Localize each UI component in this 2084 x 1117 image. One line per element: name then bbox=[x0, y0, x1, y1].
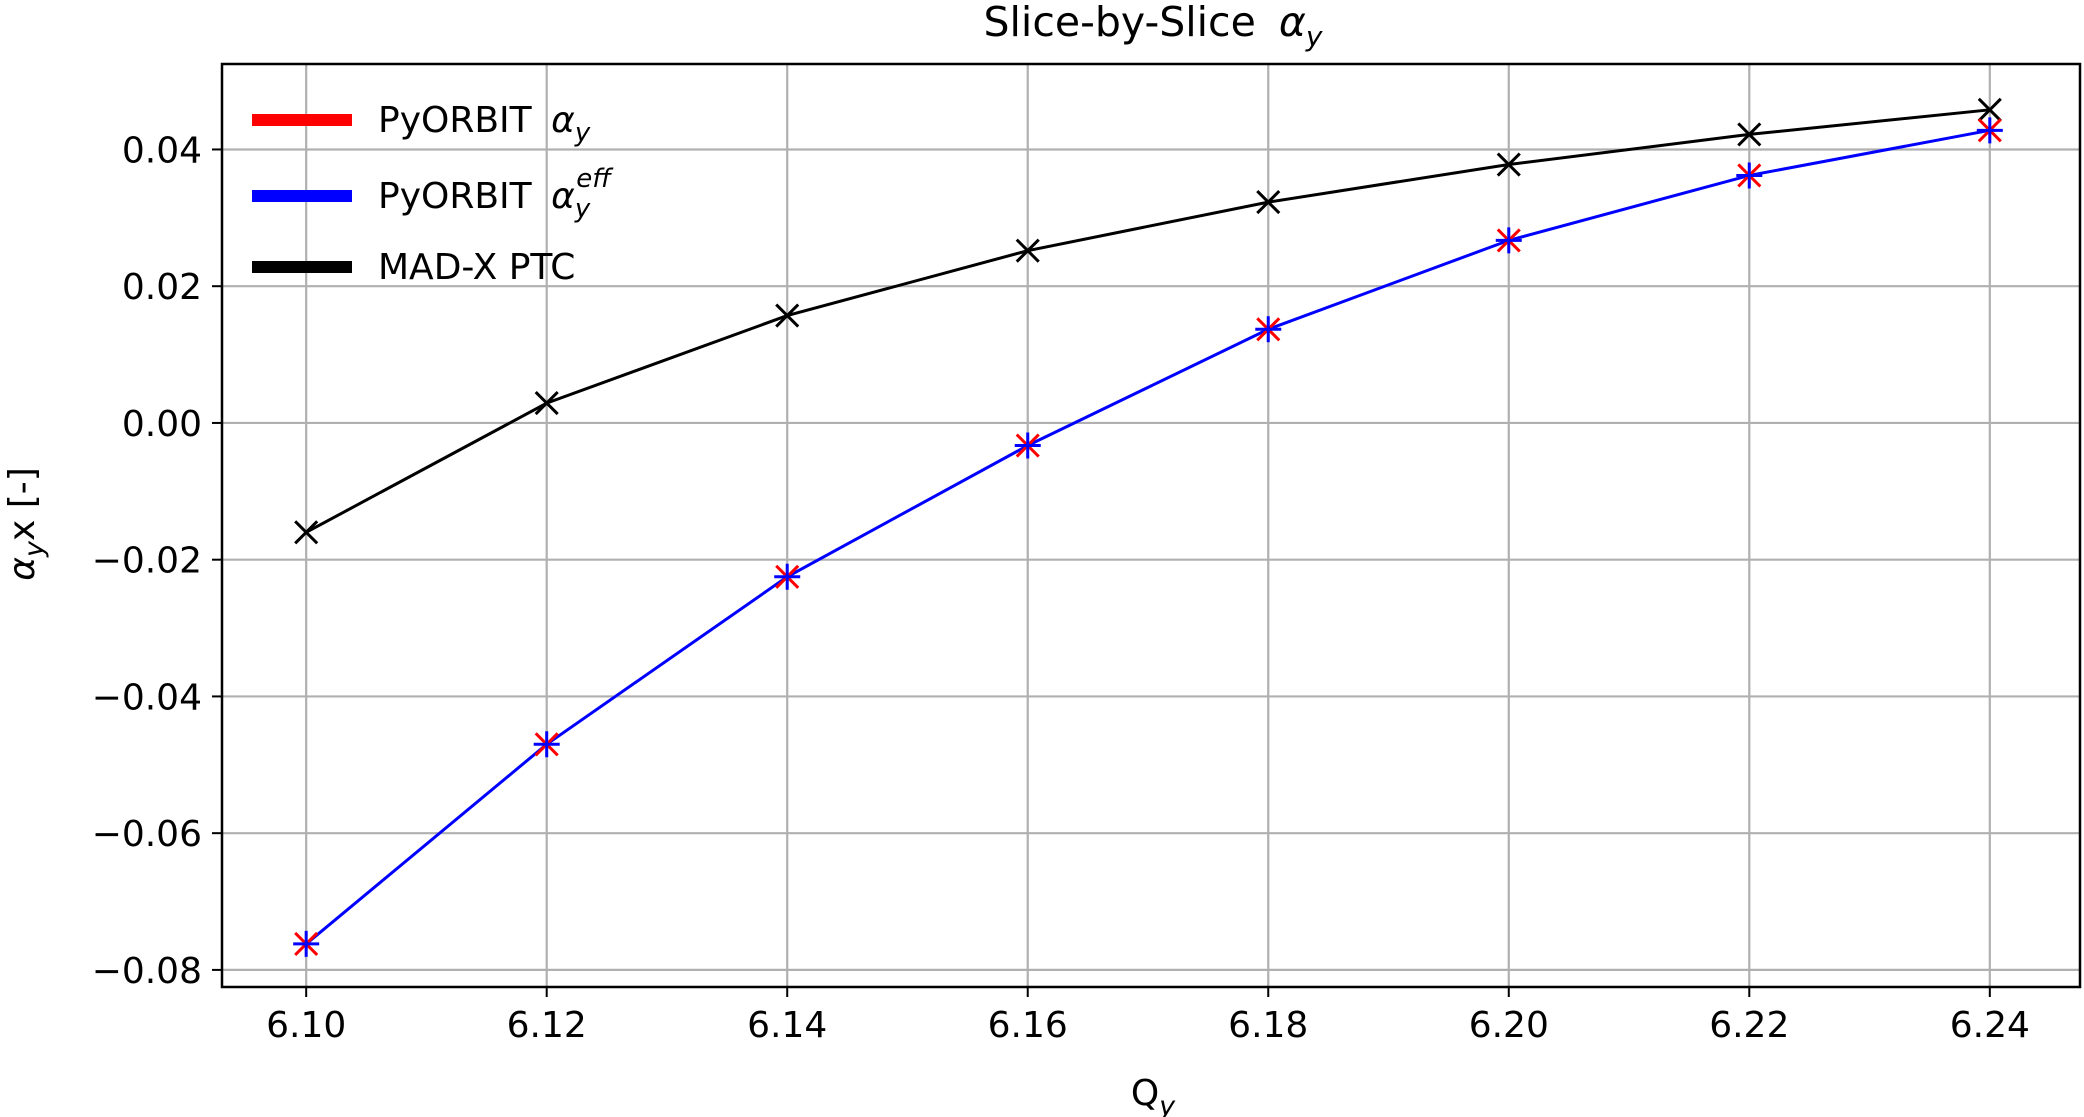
x-axis-label: Qy bbox=[1131, 1073, 1176, 1117]
y-axis-label: αyx [-] bbox=[2, 467, 50, 581]
series-line-pyorbit-eff-0000ff bbox=[305, 128, 1991, 946]
data-point-pyorbit-eff-0000ff bbox=[293, 930, 320, 957]
legend-label-pyorbit-alpha-symbol: α bbox=[551, 100, 575, 141]
ticks: 6.10 6.12 6.14 6.16 6.18 6.20 6.22 6.24 −0.08 −0.… bbox=[92, 130, 2030, 1046]
data-point-pyorbit-eff-0000ff bbox=[533, 731, 560, 758]
data-point-mad-x-ptc-000000 bbox=[1256, 190, 1281, 215]
y-axis-label-rest: x [-] bbox=[2, 467, 43, 541]
chart-title-text: Slice-by-Slice bbox=[984, 0, 1256, 46]
data-point-mad-x-ptc-000000 bbox=[1977, 97, 2002, 122]
legend-entry-madx-ptc: MAD-X PTC bbox=[252, 247, 575, 288]
x-tick-label: 6.24 bbox=[1950, 1005, 2030, 1046]
data-point-pyorbit-eff-0000ff bbox=[1736, 162, 1763, 189]
y-tick-label: 0.00 bbox=[122, 404, 202, 445]
x-tick-label: 6.10 bbox=[266, 1005, 346, 1046]
chart-title-symbol: α bbox=[1279, 0, 1306, 46]
y-tick-label: 0.04 bbox=[122, 130, 202, 171]
data-point-mad-x-ptc-000000 bbox=[534, 391, 559, 416]
data-point-pyorbit-eff-0000ff bbox=[1255, 316, 1282, 343]
y-tick-label: 0.02 bbox=[122, 267, 202, 308]
legend-label-pyorbit-alpha-eff-sup: eff bbox=[576, 164, 614, 194]
legend-entry-pyorbit-alpha-eff: PyORBIT αyeff bbox=[252, 164, 614, 224]
y-tick-label: −0.02 bbox=[92, 541, 202, 582]
legend-label-pyorbit-alpha-eff-symbol: α bbox=[551, 176, 575, 217]
data-point-pyorbit-eff-0000ff bbox=[1495, 227, 1522, 254]
grid bbox=[222, 64, 2080, 987]
data-point-mad-x-ptc-000000 bbox=[1015, 238, 1040, 263]
data-point-mad-x-ptc-000000 bbox=[1737, 122, 1762, 147]
x-tick-label: 6.18 bbox=[1228, 1005, 1308, 1046]
y-axis-label-symbol: α bbox=[2, 557, 43, 581]
legend-label-madx-ptc: MAD-X PTC bbox=[378, 247, 575, 288]
data-point-mad-x-ptc-000000 bbox=[1496, 152, 1521, 177]
plot-frame bbox=[220, 62, 2082, 989]
x-axis-label-subscript: y bbox=[1158, 1091, 1176, 1117]
legend-label-pyorbit-alpha: PyORBIT αy bbox=[378, 100, 591, 148]
y-axis-label-subscript: y bbox=[19, 540, 50, 558]
data-point-mad-x-ptc-000000 bbox=[294, 520, 319, 545]
legend-label-pyorbit-alpha-sub: y bbox=[574, 118, 591, 148]
data-point-mad-x-ptc-000000 bbox=[775, 303, 800, 328]
legend-label-pyorbit-alpha-eff-name: PyORBIT bbox=[378, 176, 533, 217]
x-axis-label-text: Q bbox=[1131, 1073, 1159, 1114]
data-point-pyorbit-eff-0000ff bbox=[774, 563, 801, 590]
x-tick-label: 6.20 bbox=[1469, 1005, 1549, 1046]
series-line-mad-x-ptc-000000 bbox=[305, 108, 1990, 534]
legend-label-pyorbit-alpha-eff: PyORBIT αyeff bbox=[378, 164, 614, 224]
x-tick-label: 6.16 bbox=[988, 1005, 1068, 1046]
y-tick-label: −0.08 bbox=[92, 951, 202, 992]
data-point-pyorbit-eff-0000ff bbox=[1976, 117, 2003, 144]
y-tick-label: −0.04 bbox=[92, 677, 202, 718]
legend-entry-pyorbit-alpha: PyORBIT αy bbox=[252, 100, 591, 148]
legend-label-pyorbit-alpha-eff-sub: y bbox=[574, 194, 591, 224]
chart-title: Slice-by-Slice αy bbox=[984, 0, 1323, 53]
legend-label-pyorbit-alpha-name: PyORBIT bbox=[378, 100, 533, 141]
series-layer bbox=[293, 97, 2003, 957]
data-point-pyorbit-eff-0000ff bbox=[1014, 432, 1041, 459]
x-tick-label: 6.12 bbox=[507, 1005, 587, 1046]
x-tick-label: 6.14 bbox=[747, 1005, 827, 1046]
chart-title-subscript: y bbox=[1305, 20, 1323, 53]
legend: PyORBIT αy PyORBIT αyeff MAD-X PTC bbox=[252, 100, 614, 288]
y-tick-label: −0.06 bbox=[92, 814, 202, 855]
x-tick-label: 6.22 bbox=[1709, 1005, 1789, 1046]
